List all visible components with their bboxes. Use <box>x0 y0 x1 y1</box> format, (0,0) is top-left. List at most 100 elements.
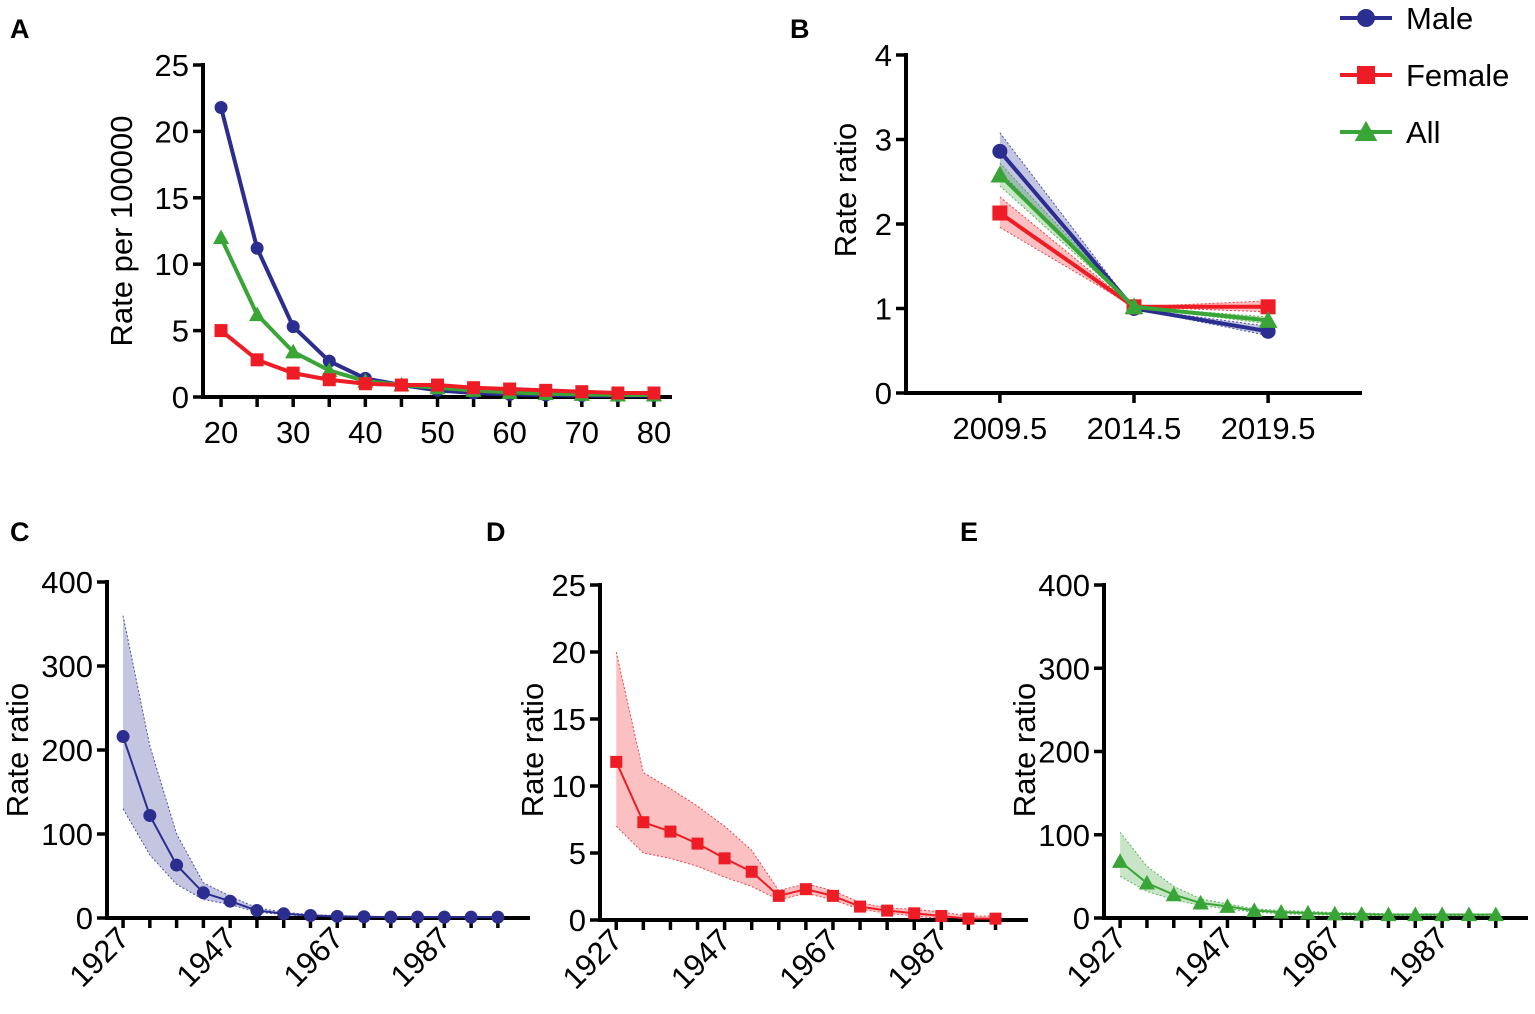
x-tick-label: 1947 <box>664 922 738 996</box>
y-tick-label: 15 <box>155 181 189 216</box>
y-tick-label: 0 <box>1073 901 1090 936</box>
y-tick-label: 4 <box>875 38 892 73</box>
data-point-male <box>357 910 371 924</box>
data-point-male <box>322 354 336 368</box>
y-axis-label: Rate ratio <box>828 123 863 257</box>
data-point-female <box>394 378 408 392</box>
data-point-male <box>491 910 505 924</box>
y-tick-label: 400 <box>41 565 93 600</box>
data-point-male <box>170 858 184 872</box>
x-tick-label: 2019.5 <box>1221 411 1316 446</box>
data-point-female <box>826 889 839 902</box>
data-point-female <box>745 865 758 878</box>
data-point-female <box>503 382 517 396</box>
data-point-female <box>647 386 661 400</box>
y-tick-label: 0 <box>172 380 189 415</box>
y-tick-label: 5 <box>172 314 189 349</box>
y-tick-label: 20 <box>552 635 586 670</box>
y-tick-label: 10 <box>552 769 586 804</box>
data-point-female <box>431 378 444 392</box>
data-point-all <box>1407 906 1424 922</box>
ci-upper-male <box>999 132 1269 327</box>
y-tick-label: 5 <box>569 836 586 871</box>
data-point-all <box>212 229 230 245</box>
data-point-female <box>908 907 921 920</box>
x-tick-label: 2009.5 <box>952 411 1047 446</box>
data-point-all <box>1299 904 1317 920</box>
data-point-male <box>437 910 451 924</box>
data-point-all <box>1258 310 1278 328</box>
x-tick-label: 1987 <box>1382 920 1456 994</box>
panel-letter: E <box>960 517 978 547</box>
y-tick-label: 3 <box>875 123 892 158</box>
y-tick-label: 2 <box>875 207 892 242</box>
data-point-male <box>250 903 264 917</box>
y-axis-label: Rate ratio <box>515 683 550 817</box>
data-point-male <box>992 143 1008 159</box>
panel-d: D Rate ratio 0 5 10 15 20 25 1927 1947 1967 1987 <box>486 517 1028 996</box>
legend-label-male: Male <box>1406 1 1473 36</box>
data-point-male <box>250 241 264 255</box>
data-point-male <box>303 908 317 922</box>
data-point-male <box>411 910 425 924</box>
data-point-all <box>1380 906 1397 922</box>
data-point-all <box>1434 906 1451 922</box>
data-point-female <box>854 900 867 913</box>
panel-a: A Rate per 100000 0 5 10 15 20 25 20 30 40 50 60 70 80 <box>10 14 672 450</box>
x-tick-label: 1987 <box>384 920 458 994</box>
data-point-all <box>1138 874 1156 890</box>
y-tick-label: 1 <box>875 292 892 327</box>
series-male <box>116 730 505 924</box>
y-tick-label: 100 <box>41 817 93 852</box>
data-point-all <box>1353 906 1370 921</box>
panel-e: E Rate ratio 0 100 200 300 400 1927 1947 1967 1987 <box>960 517 1528 994</box>
y-tick-label: 400 <box>1038 568 1090 603</box>
x-tick-label: 70 <box>565 415 599 450</box>
legend: Male Female All <box>1340 1 1509 150</box>
data-point-female <box>611 386 625 400</box>
ci-band-female <box>999 196 1269 312</box>
data-point-female <box>691 837 704 850</box>
data-point-female <box>935 909 948 922</box>
axes: 0 1 2 3 4 2009.5 2014.5 2019.5 <box>875 38 1362 446</box>
y-tick-label: 25 <box>155 48 189 83</box>
y-tick-label: 200 <box>41 733 93 768</box>
y-tick-label: 0 <box>569 903 586 938</box>
legend-label-female: Female <box>1406 58 1509 93</box>
x-tick-label: 30 <box>276 415 310 450</box>
series-female <box>214 324 661 400</box>
data-point-all <box>1326 905 1343 921</box>
data-point-female <box>1260 299 1276 315</box>
data-point-female <box>358 377 372 391</box>
y-tick-label: 200 <box>1038 735 1090 770</box>
x-tick-label: 1967 <box>772 922 846 996</box>
data-point-all <box>248 306 266 322</box>
y-axis-label: Rate ratio <box>1007 683 1042 817</box>
data-point-male <box>223 894 237 908</box>
data-point-female <box>992 205 1008 221</box>
panel-letter: C <box>10 517 30 547</box>
panel-b: B Rate ratio 0 1 2 3 4 2009.5 2014.5 2019.5 <box>790 14 1362 446</box>
panel-c: C Rate ratio 0 100 200 300 400 1927 1947 1967 1987 <box>0 517 530 994</box>
data-point-female <box>214 324 228 338</box>
data-point-male <box>384 910 398 924</box>
data-point-female <box>539 383 553 397</box>
data-point-female <box>962 912 975 925</box>
data-point-female <box>664 825 677 838</box>
axes: 0 100 200 300 400 1927 1947 1967 1987 <box>41 565 530 994</box>
y-tick-label: 300 <box>1038 651 1090 686</box>
ci-upper-female <box>615 651 996 917</box>
y-tick-label: 20 <box>155 114 189 149</box>
series-line-male <box>219 106 654 398</box>
data-point-all <box>1272 904 1290 919</box>
y-tick-label: 10 <box>155 247 189 282</box>
panel-letter: A <box>10 14 30 44</box>
ci-band-male <box>123 615 498 918</box>
legend-marker-female <box>1357 66 1375 84</box>
data-point-all <box>1487 906 1504 922</box>
y-tick-label: 15 <box>552 702 586 737</box>
x-tick-label: 1967 <box>1274 920 1348 994</box>
data-point-all <box>1165 886 1182 902</box>
data-point-female <box>467 381 481 395</box>
